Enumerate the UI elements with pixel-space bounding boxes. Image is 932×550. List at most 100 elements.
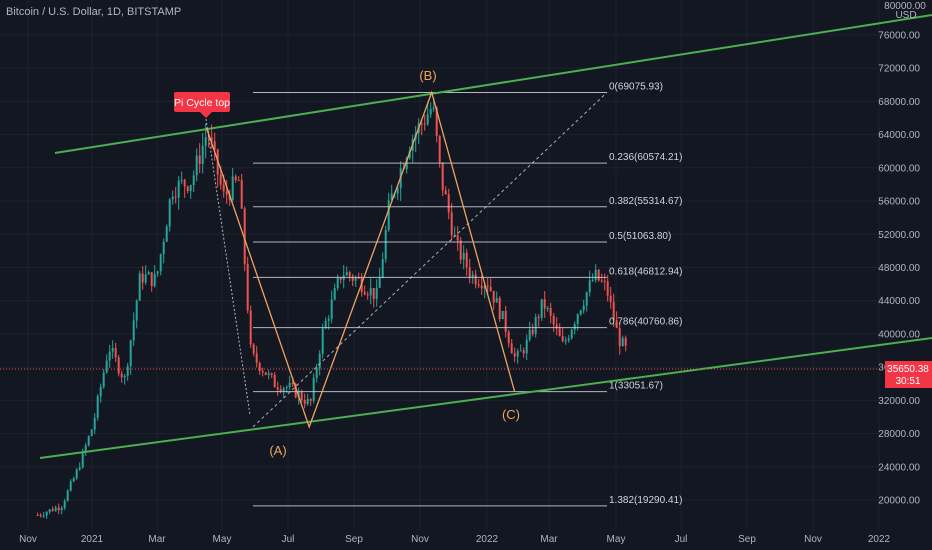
candle-body [441, 162, 444, 191]
fib-level-label: 1.382(19290.41) [609, 495, 682, 506]
candle-body [201, 145, 204, 164]
candle-body [522, 350, 525, 354]
symbol-header[interactable]: Bitcoin / U.S. Dollar, 1D, BITSTAMP [6, 6, 182, 18]
candle-body [474, 274, 477, 285]
candle-body [516, 351, 519, 357]
candle-body [39, 515, 42, 517]
candle-body [495, 297, 498, 303]
time-tick-label: 2021 [81, 534, 104, 545]
candle-body [387, 200, 390, 231]
candle-body [87, 436, 90, 446]
wave-abc-path[interactable] [205, 90, 516, 429]
candle-body [138, 273, 141, 301]
candle-body [45, 512, 48, 516]
candle-body [351, 276, 354, 281]
trend-channel[interactable] [39, 14, 932, 459]
candle-body [81, 451, 84, 468]
current-price-tag: 35650.38 30:51 [885, 361, 932, 388]
candle-body [378, 277, 381, 288]
candle-body [282, 388, 285, 392]
candle-body [57, 507, 60, 511]
candle-body [606, 281, 609, 296]
candle-body [174, 196, 177, 198]
candle-body [258, 362, 261, 371]
candle-body [333, 288, 336, 300]
upper-channel-line[interactable] [54, 14, 932, 154]
candle-body [279, 389, 282, 392]
candle-body [546, 308, 549, 310]
candle-body [462, 252, 465, 260]
candle-body [54, 507, 57, 512]
candle-body [348, 272, 351, 277]
candle-body [249, 310, 252, 345]
candle-body [564, 340, 567, 342]
candle-body [165, 226, 168, 242]
candle-body [555, 324, 558, 329]
lower-channel-line[interactable] [39, 337, 932, 459]
time-tick-label: May [607, 534, 626, 545]
candle-body [222, 184, 225, 192]
candle-body [369, 288, 372, 296]
candle-body [255, 353, 258, 363]
candle-body [579, 310, 582, 315]
candle-body [312, 378, 315, 401]
candle-body [234, 176, 237, 181]
candle-body [588, 280, 591, 293]
candle-body [477, 284, 480, 286]
candle-body [423, 123, 426, 125]
candle-body [438, 135, 441, 163]
fib-retracement[interactable]: 0(69075.93) 0.236(60574.21) 0.382(55314.67… [252, 81, 682, 507]
candle-body [561, 336, 564, 342]
time-tick-label: Sep [345, 534, 363, 545]
candle-body [576, 314, 579, 325]
candle-body [444, 190, 447, 195]
candle-body [183, 179, 186, 187]
time-axis[interactable]: Nov 2021 Mar May Jul Sep Nov 2022 Mar May Jul Sep No… [19, 534, 890, 545]
candle-body [192, 175, 195, 186]
fib-level-label: 0.786(40760.86) [609, 317, 682, 328]
price-axis-scale-top: 80000.00 [884, 1, 926, 12]
candle-body [96, 396, 99, 418]
candle-body [114, 348, 117, 358]
price-tick-label: 52000.00 [878, 230, 920, 241]
candle-body [621, 337, 624, 347]
pi-cycle-top-label[interactable]: Pi Cycle top [174, 92, 230, 118]
candle-body [528, 329, 531, 340]
candle-body [540, 299, 543, 318]
candle-body [420, 123, 423, 125]
candle-body [426, 114, 429, 125]
candle-body [36, 514, 39, 516]
candle-body [90, 429, 93, 437]
candle-body [300, 392, 303, 401]
candle-body [408, 150, 411, 159]
elliott-wave[interactable] [205, 90, 516, 429]
candle-body [120, 373, 123, 378]
candle-body [177, 180, 180, 198]
price-tick-label: 48000.00 [878, 263, 920, 274]
candle-body [345, 272, 348, 276]
candle-body [435, 107, 438, 136]
price-tick-label: 76000.00 [878, 31, 920, 42]
candle-body [108, 351, 111, 361]
candle-body [75, 469, 78, 479]
candle-body [507, 331, 510, 344]
candle-body [582, 305, 585, 311]
candle-body [489, 286, 492, 291]
candle-body [537, 316, 540, 318]
candle-body [624, 337, 627, 346]
candle-body [321, 328, 324, 354]
candle-body [303, 400, 306, 404]
candle-body [252, 344, 255, 354]
candle-body [159, 254, 162, 272]
candle-body [126, 366, 129, 376]
candle-body [618, 328, 621, 347]
time-tick-label: Nov [19, 534, 37, 545]
price-tick-label: 28000.00 [878, 429, 920, 440]
candle-body [318, 353, 321, 369]
price-tick-label: 64000.00 [878, 130, 920, 141]
candle-body [327, 318, 330, 321]
candle-body [204, 137, 207, 146]
candle-body [543, 299, 546, 309]
